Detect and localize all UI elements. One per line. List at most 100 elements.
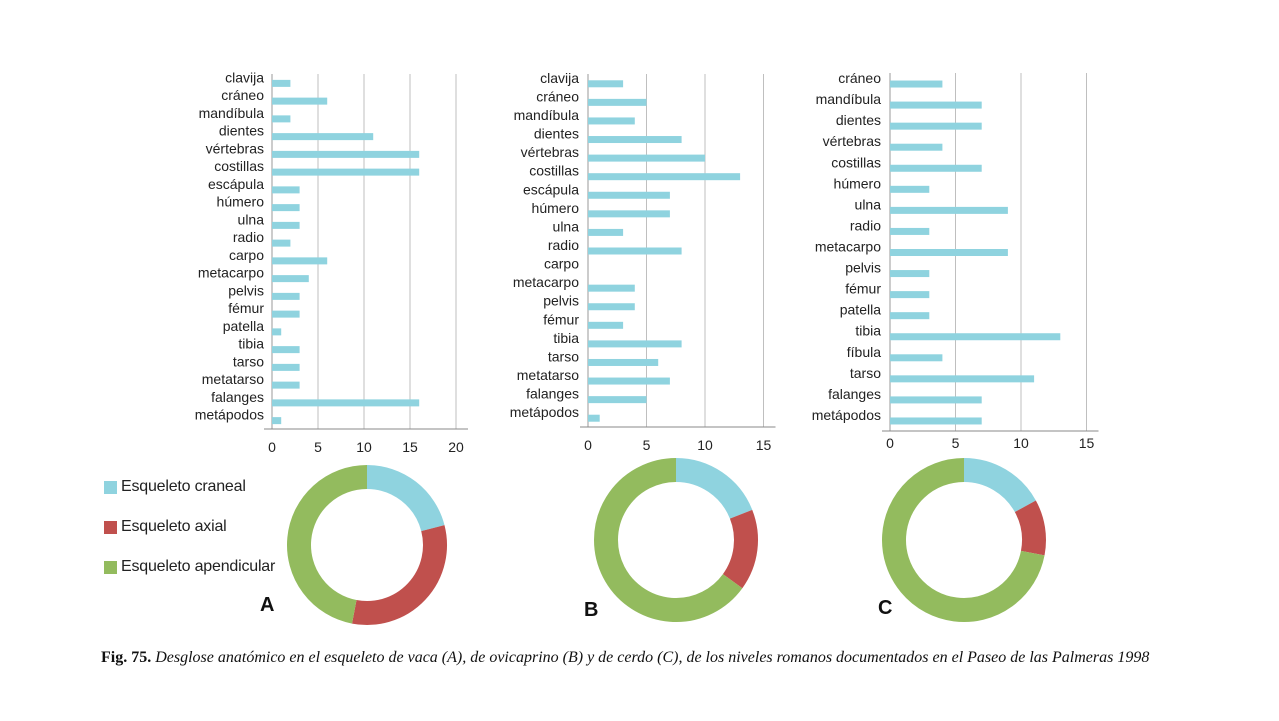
- category-label: dientes: [836, 112, 881, 128]
- category-label: metatarso: [517, 367, 579, 383]
- category-label: metápodos: [510, 404, 579, 420]
- bar: [890, 80, 943, 88]
- bar: [588, 358, 659, 366]
- legend-swatch-cranial: [104, 481, 117, 494]
- category-label: carpo: [544, 256, 579, 272]
- legend-label-axial: Esqueleto axial: [121, 518, 227, 535]
- bar: [588, 210, 670, 218]
- x-tick-label: 15: [756, 437, 772, 453]
- donut-slice: [882, 458, 1045, 622]
- x-tick-label: 5: [643, 437, 651, 453]
- bar: [272, 399, 420, 407]
- category-label: cráneo: [221, 87, 264, 103]
- category-label: ulna: [553, 218, 580, 234]
- category-label: vértebras: [521, 144, 579, 160]
- bar: [272, 381, 300, 389]
- bar: [588, 396, 647, 404]
- category-label: radio: [548, 237, 579, 253]
- bar: [588, 284, 635, 292]
- donut-slice: [352, 525, 447, 625]
- figure-caption: Fig. 75. Desglose anatómico en el esquel…: [101, 647, 1161, 668]
- bar: [890, 101, 982, 109]
- bar: [588, 321, 624, 329]
- donut-slice: [594, 458, 743, 622]
- bar: [890, 396, 982, 404]
- bar: [588, 117, 635, 125]
- legend-item-appendicular: Esqueleto apendicular: [104, 558, 304, 578]
- bar: [890, 417, 982, 425]
- category-label: radio: [233, 229, 264, 245]
- donut-chart-c: [882, 458, 1046, 622]
- bar-chart-b: 0 5 10 15 clavija cráneo mandíbula dientes vérte…: [510, 70, 776, 453]
- bar: [890, 291, 930, 299]
- category-label: tibia: [553, 330, 579, 346]
- bar: [272, 79, 291, 87]
- x-tick-label: 10: [1013, 435, 1029, 451]
- bar: [588, 377, 670, 385]
- bar: [272, 346, 300, 354]
- category-label: patella: [840, 302, 881, 318]
- bar: [272, 292, 300, 300]
- category-label: escápula: [208, 176, 264, 192]
- bar: [588, 191, 670, 199]
- category-label: tibia: [238, 336, 264, 352]
- category-label: patella: [223, 318, 264, 334]
- donut-slice: [722, 509, 758, 589]
- bar: [272, 328, 282, 336]
- bar: [890, 375, 1035, 383]
- category-label: metacarpo: [815, 239, 881, 255]
- category-label: mandíbula: [816, 91, 882, 107]
- category-label: cráneo: [838, 70, 881, 86]
- category-label: tarso: [233, 353, 264, 369]
- category-label: húmero: [532, 200, 580, 216]
- category-label: metatarso: [202, 371, 264, 387]
- bar: [890, 333, 1061, 341]
- category-label: pelvis: [228, 282, 264, 298]
- bar: [272, 97, 328, 105]
- bar: [272, 204, 300, 212]
- category-label: metacarpo: [513, 274, 579, 290]
- caption-label: Fig. 75.: [101, 649, 152, 666]
- category-label: dientes: [219, 123, 264, 139]
- category-label: cráneo: [536, 88, 579, 104]
- bar: [588, 136, 682, 144]
- bar: [588, 303, 635, 311]
- x-tick-label: 0: [268, 439, 276, 455]
- x-tick-label: 5: [952, 435, 960, 451]
- donut-chart-a: [287, 465, 447, 625]
- x-tick-label: 10: [356, 439, 372, 455]
- category-label: tarso: [548, 348, 579, 364]
- bar: [272, 275, 309, 283]
- bar: [272, 417, 282, 425]
- category-label: falanges: [211, 389, 264, 405]
- bar: [588, 98, 647, 106]
- category-label: fémur: [228, 300, 264, 316]
- category-label: pelvis: [543, 293, 579, 309]
- category-label: pelvis: [845, 260, 881, 276]
- bar-chart-c: 0 5 10 15 cráneo mandíbula dientes vértebras cos…: [812, 70, 1099, 451]
- bar: [890, 312, 930, 320]
- category-label: carpo: [229, 247, 264, 263]
- category-label: metápodos: [195, 407, 264, 423]
- donut-chart-b: [594, 458, 758, 622]
- bar: [588, 80, 624, 88]
- bar: [890, 249, 1008, 256]
- x-tick-label: 15: [402, 439, 418, 455]
- category-label: radio: [850, 217, 881, 233]
- bar: [588, 154, 705, 162]
- bar: [272, 133, 374, 141]
- category-label: clavija: [540, 70, 579, 86]
- donut-slice: [963, 458, 1036, 513]
- legend-item-cranial: Esqueleto craneal: [104, 478, 304, 498]
- bar: [272, 363, 300, 371]
- x-tick-label: 20: [448, 439, 464, 455]
- caption-text: Desglose anatómico en el esqueleto de va…: [155, 649, 1150, 666]
- category-label: metápodos: [812, 407, 881, 423]
- panel-label-a: A: [260, 594, 274, 616]
- donut-slice: [675, 458, 753, 520]
- bar: [588, 414, 600, 422]
- bar: [890, 185, 930, 193]
- category-label: falanges: [828, 386, 881, 402]
- bar: [272, 239, 291, 247]
